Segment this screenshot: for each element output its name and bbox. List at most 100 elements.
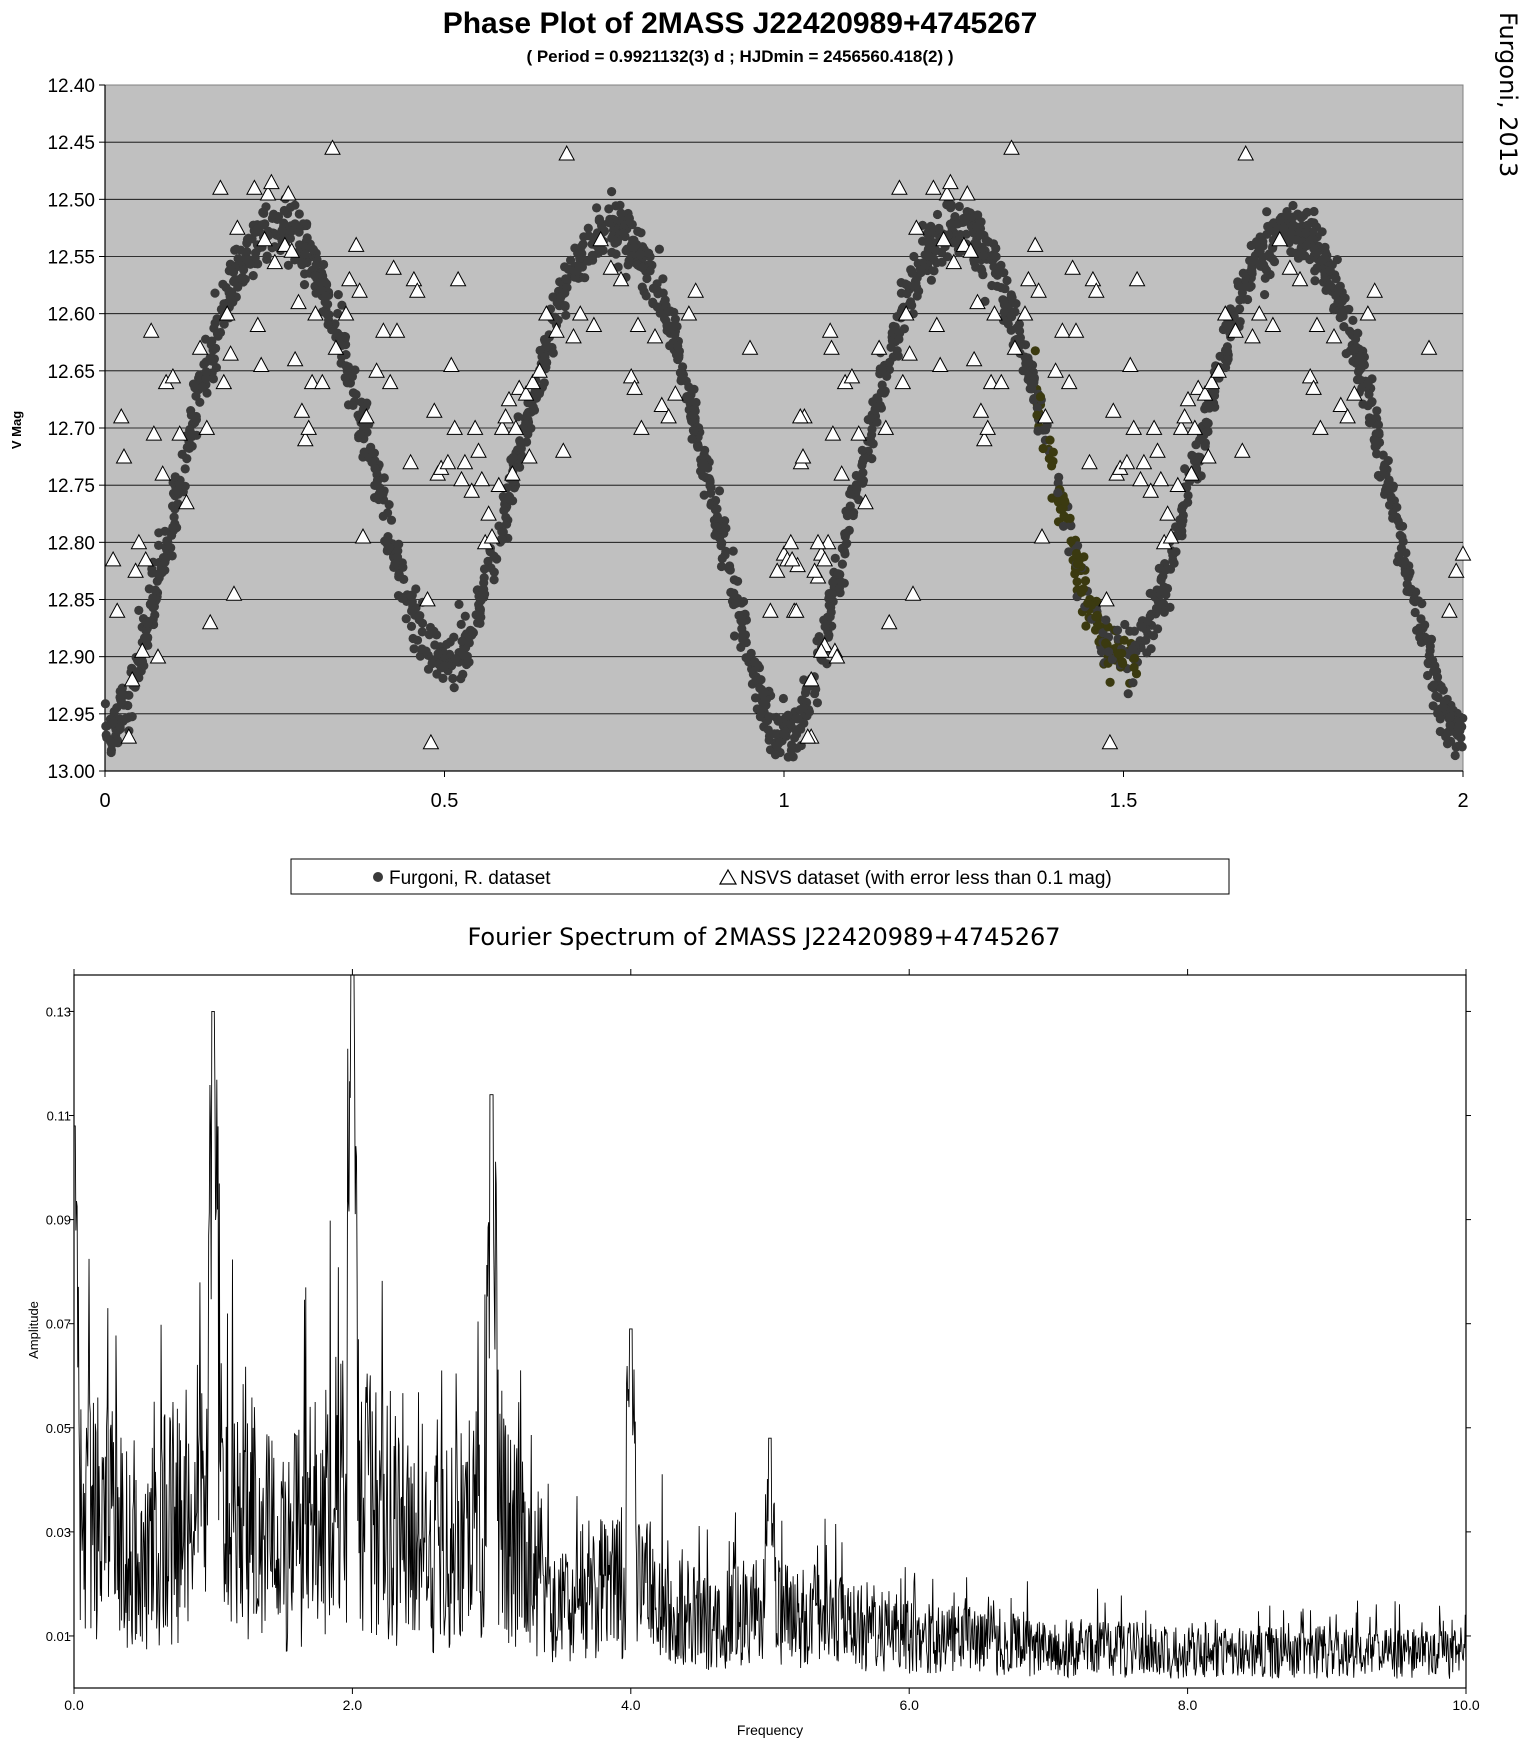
furgoni-data-point [167, 551, 177, 561]
furgoni-data-point [118, 690, 128, 700]
phase-y-tick-label: 12.85 [47, 591, 95, 612]
furgoni-data-point [717, 553, 727, 564]
furgoni-data-point [1261, 265, 1272, 275]
furgoni-data-point [152, 576, 162, 586]
furgoni-data-point [1125, 626, 1135, 636]
furgoni-data-point [848, 510, 858, 521]
nsvs-data-point [1169, 476, 1187, 492]
fourier-spectrum-line [74, 974, 1467, 1679]
nsvs-data-point [246, 179, 263, 195]
furgoni-data-point [1372, 406, 1382, 416]
furgoni-data-point [369, 448, 379, 458]
furgoni-data-point [1414, 596, 1424, 606]
nsvs-data-point [137, 550, 155, 567]
phase-legend: Furgoni, R. dataset NSVS dataset (with e… [290, 858, 1230, 895]
furgoni-data-point [355, 429, 365, 439]
furgoni-data-point [133, 666, 143, 677]
furgoni-data-point [960, 216, 970, 226]
furgoni-data-point [894, 334, 904, 344]
nsvs-data-point [130, 533, 148, 550]
furgoni-data-point [112, 735, 123, 746]
furgoni-data-point [182, 442, 192, 452]
fourier-x-tick-label: 10.0 [1452, 1697, 1479, 1713]
furgoni-data-point [851, 470, 861, 481]
furgoni-data-point [1131, 669, 1142, 679]
furgoni-data-point [1363, 378, 1373, 389]
furgoni-data-point [987, 280, 997, 291]
furgoni-data-point [729, 588, 739, 598]
nsvs-data-point [446, 419, 464, 435]
nsvs-data-point [347, 236, 365, 252]
furgoni-data-point [406, 621, 417, 632]
nsvs-data-point [480, 505, 497, 521]
furgoni-data-point [529, 405, 540, 415]
nsvs-data-point [375, 322, 392, 338]
series-furgoni-dataset [100, 187, 1468, 762]
furgoni-data-point [197, 382, 207, 392]
fourier-y-tick-label: 0.05 [46, 1421, 71, 1436]
nsvs-data-point [925, 179, 942, 195]
nsvs-data-point [1081, 453, 1098, 470]
furgoni-data-point [390, 559, 400, 569]
furgoni-data-point [1119, 635, 1129, 645]
nsvs-data-point [824, 425, 842, 441]
furgoni-data-point [105, 736, 116, 747]
furgoni-data-point [1436, 683, 1446, 693]
nsvs-data-point [1216, 305, 1234, 321]
furgoni-data-point [340, 373, 350, 383]
furgoni-data-point [792, 726, 802, 736]
furgoni-data-point [738, 597, 749, 607]
nsvs-data-point [507, 419, 525, 435]
furgoni-data-point [1222, 342, 1232, 352]
furgoni-data-point [115, 722, 125, 732]
furgoni-data-point [698, 458, 708, 468]
furgoni-data-point [716, 561, 727, 572]
furgoni-data-point [1373, 420, 1384, 430]
nsvs-data-point [1203, 373, 1221, 390]
furgoni-data-point [1064, 547, 1074, 557]
nsvs-data-point [1104, 402, 1122, 418]
furgoni-data-point [409, 644, 419, 654]
furgoni-data-point [330, 319, 340, 329]
phase-y-tick-label: 12.70 [47, 419, 95, 440]
nsvs-data-point [286, 350, 304, 367]
phase-y-tick-label: 12.45 [47, 133, 95, 154]
phase-y-tick-label: 12.50 [47, 190, 95, 211]
furgoni-data-point [1066, 521, 1076, 531]
furgoni-data-point [432, 669, 442, 679]
furgoni-data-point [1072, 577, 1082, 587]
furgoni-data-point [316, 277, 326, 288]
nsvs-data-point [812, 642, 830, 658]
nsvs-data-point [1121, 356, 1139, 372]
furgoni-data-point [1169, 558, 1179, 568]
furgoni-data-point [294, 209, 304, 219]
furgoni-data-point [299, 280, 310, 290]
furgoni-data-point [870, 405, 880, 415]
furgoni-data-point [750, 693, 761, 703]
furgoni-data-point [648, 283, 659, 293]
nsvs-data-point [324, 139, 341, 155]
furgoni-data-point [316, 284, 327, 295]
furgoni-data-point [359, 447, 369, 457]
furgoni-data-point [1033, 426, 1043, 436]
furgoni-data-point [1081, 621, 1091, 631]
furgoni-data-point [812, 698, 823, 708]
fourier-y-tick-label: 0.03 [46, 1525, 71, 1540]
nsvs-data-point [979, 419, 997, 435]
furgoni-data-point [691, 397, 701, 408]
furgoni-data-point [1159, 582, 1169, 592]
fourier-y-tick-label: 0.11 [47, 1109, 71, 1124]
furgoni-data-point [999, 307, 1009, 317]
furgoni-data-point [348, 400, 358, 410]
nsvs-data-point [145, 425, 163, 441]
nsvs-data-point [1250, 305, 1268, 321]
nsvs-data-point [680, 305, 698, 321]
phase-y-tick-label: 12.95 [47, 705, 95, 726]
furgoni-data-point [454, 599, 464, 610]
furgoni-data-point [996, 283, 1006, 293]
furgoni-data-point [1168, 550, 1178, 560]
nsvs-data-point [823, 339, 840, 355]
furgoni-data-point [566, 255, 576, 265]
furgoni-data-point [979, 250, 989, 261]
